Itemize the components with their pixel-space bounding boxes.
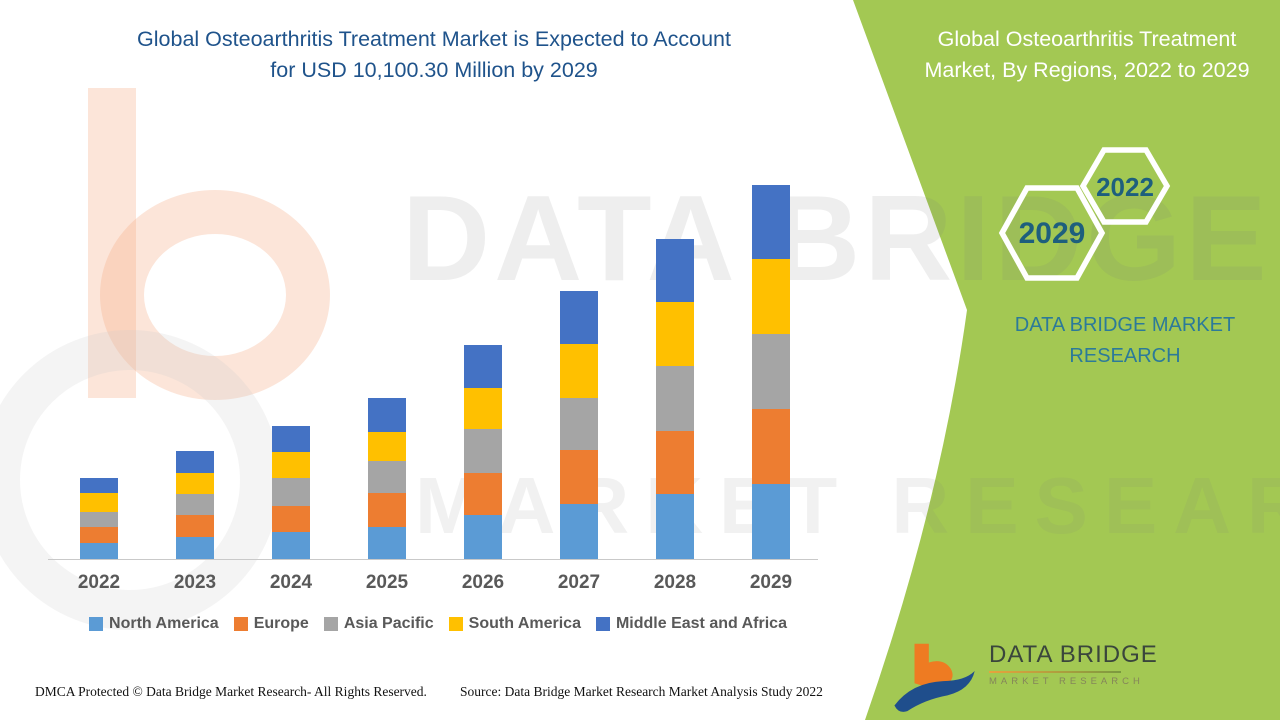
legend-item-middle-east-and-africa: Middle East and Africa bbox=[595, 615, 787, 633]
logo-subtitle: MARKET RESEARCH bbox=[989, 676, 1144, 687]
bar-segment-asia-pacific-2023 bbox=[176, 494, 214, 516]
bar-segment-north-america-2027 bbox=[560, 504, 598, 559]
x-axis-label-2025: 2025 bbox=[365, 572, 409, 593]
legend-label-middle-east-and-africa: Middle East and Africa bbox=[615, 615, 787, 632]
legend-swatch-middle-east-and-africa bbox=[595, 617, 610, 631]
bar-segment-north-america-2026 bbox=[464, 514, 502, 559]
bar-segment-europe-2028 bbox=[656, 430, 694, 494]
bar-segment-north-america-2029 bbox=[752, 483, 790, 559]
bar-segment-south-america-2029 bbox=[752, 259, 790, 335]
hexagon-2029-label: 2029 bbox=[1019, 217, 1086, 250]
legend-label-asia-pacific: Asia Pacific bbox=[343, 615, 434, 632]
bar-segment-middle-east-and-africa-2027 bbox=[560, 291, 598, 345]
bar-segment-middle-east-and-africa-2025 bbox=[368, 398, 406, 433]
bar-segment-europe-2029 bbox=[752, 409, 790, 484]
bar-2025 bbox=[368, 398, 406, 559]
bar-2026 bbox=[464, 344, 502, 559]
source-note: Source: Data Bridge Market Research Mark… bbox=[460, 684, 823, 699]
bar-segment-asia-pacific-2027 bbox=[560, 398, 598, 451]
data-bridge-logo-icon bbox=[894, 643, 975, 712]
hexagon-2029 bbox=[998, 185, 1106, 281]
bar-segment-middle-east-and-africa-2029 bbox=[752, 185, 790, 260]
legend-item-asia-pacific: Asia Pacific bbox=[323, 615, 434, 633]
x-axis-label-2026: 2026 bbox=[461, 572, 505, 593]
legend-swatch-asia-pacific bbox=[323, 617, 338, 631]
legend-label-south-america: South America bbox=[468, 615, 581, 632]
bar-2029 bbox=[752, 185, 790, 559]
legend-swatch-north-america bbox=[89, 617, 104, 631]
data-bridge-logo: DATA BRIDGE MARKET RESEARCH bbox=[893, 641, 1158, 719]
legend-item-north-america: North America bbox=[89, 615, 219, 633]
bar-segment-south-america-2028 bbox=[656, 301, 694, 366]
bar-segment-asia-pacific-2025 bbox=[368, 461, 406, 494]
chart-legend: North America Europe Asia Pacific South Ame… bbox=[48, 615, 828, 633]
chart-title-line1: Global Osteoarthritis Treatment Market i… bbox=[137, 27, 731, 51]
bar-segment-asia-pacific-2028 bbox=[656, 365, 694, 431]
panel-title: Global Osteoarthritis Treatment Market, … bbox=[892, 24, 1280, 86]
logo-text: DATA BRIDGE MARKET RESEARCH bbox=[989, 641, 1158, 687]
bar-2024 bbox=[272, 426, 310, 559]
bar-segment-north-america-2022 bbox=[80, 543, 118, 559]
bar-2022 bbox=[80, 477, 118, 559]
bar-2023 bbox=[176, 451, 214, 559]
bar-segment-middle-east-and-africa-2028 bbox=[656, 238, 694, 302]
bar-segment-north-america-2028 bbox=[656, 493, 694, 559]
legend-label-europe: Europe bbox=[253, 615, 309, 632]
legend-label-north-america: North America bbox=[109, 615, 219, 632]
brand-text: DATA BRIDGE MARKET RESEARCH bbox=[975, 310, 1275, 372]
bar-segment-asia-pacific-2024 bbox=[272, 477, 310, 507]
bar-2027 bbox=[560, 291, 598, 559]
x-axis-line bbox=[48, 559, 818, 560]
bar-segment-asia-pacific-2026 bbox=[464, 429, 502, 474]
bar-segment-europe-2025 bbox=[368, 493, 406, 528]
legend-item-south-america: South America bbox=[448, 615, 581, 633]
bar-segment-middle-east-and-africa-2023 bbox=[176, 451, 214, 474]
bar-segment-middle-east-and-africa-2026 bbox=[464, 344, 502, 388]
bar-segment-north-america-2024 bbox=[272, 531, 310, 559]
year-hexagons: 2029 2022 bbox=[998, 147, 1171, 281]
x-axis-label-2028: 2028 bbox=[653, 572, 697, 593]
legend-swatch-south-america bbox=[448, 617, 463, 631]
x-axis-label-2024: 2024 bbox=[269, 572, 313, 593]
bar-segment-europe-2027 bbox=[560, 450, 598, 505]
bar-segment-north-america-2025 bbox=[368, 527, 406, 559]
x-axis-label-2029: 2029 bbox=[749, 572, 793, 593]
panel-title-line2: Market, By Regions, 2022 to 2029 bbox=[924, 58, 1250, 82]
x-axis-label-2027: 2027 bbox=[557, 572, 601, 593]
bar-segment-south-america-2024 bbox=[272, 451, 310, 478]
bar-segment-north-america-2023 bbox=[176, 537, 214, 559]
dmca-notice: DMCA Protected © Data Bridge Market Rese… bbox=[35, 684, 427, 699]
legend-swatch-europe bbox=[233, 617, 248, 631]
hexagon-2022 bbox=[1079, 147, 1171, 225]
bar-segment-europe-2022 bbox=[80, 527, 118, 544]
panel-title-line1: Global Osteoarthritis Treatment bbox=[937, 27, 1237, 51]
bar-segment-asia-pacific-2022 bbox=[80, 511, 118, 528]
bar-segment-south-america-2026 bbox=[464, 387, 502, 430]
chart-title-line2: for USD 10,100.30 Million by 2029 bbox=[270, 58, 598, 82]
x-axis-label-2022: 2022 bbox=[77, 572, 121, 593]
bar-segment-europe-2023 bbox=[176, 515, 214, 538]
legend-item-europe: Europe bbox=[233, 615, 309, 633]
bar-segment-south-america-2023 bbox=[176, 473, 214, 495]
bar-segment-middle-east-and-africa-2022 bbox=[80, 477, 118, 494]
bar-segment-asia-pacific-2029 bbox=[752, 334, 790, 409]
chart-title: Global Osteoarthritis Treatment Market i… bbox=[48, 24, 820, 86]
bar-segment-europe-2024 bbox=[272, 506, 310, 532]
bar-segment-europe-2026 bbox=[464, 473, 502, 515]
bar-segment-south-america-2025 bbox=[368, 432, 406, 462]
x-axis-label-2023: 2023 bbox=[173, 572, 217, 593]
bar-segment-middle-east-and-africa-2024 bbox=[272, 426, 310, 452]
bar-2028 bbox=[656, 238, 694, 559]
logo-title: DATA BRIDGE bbox=[989, 641, 1158, 668]
hexagon-2022-label: 2022 bbox=[1096, 172, 1154, 202]
brand-text-line1: DATA BRIDGE MARKET bbox=[1014, 314, 1236, 336]
logo-underline bbox=[989, 671, 1121, 673]
brand-text-line2: RESEARCH bbox=[1069, 345, 1181, 367]
bar-segment-south-america-2027 bbox=[560, 344, 598, 399]
bar-segment-south-america-2022 bbox=[80, 493, 118, 512]
